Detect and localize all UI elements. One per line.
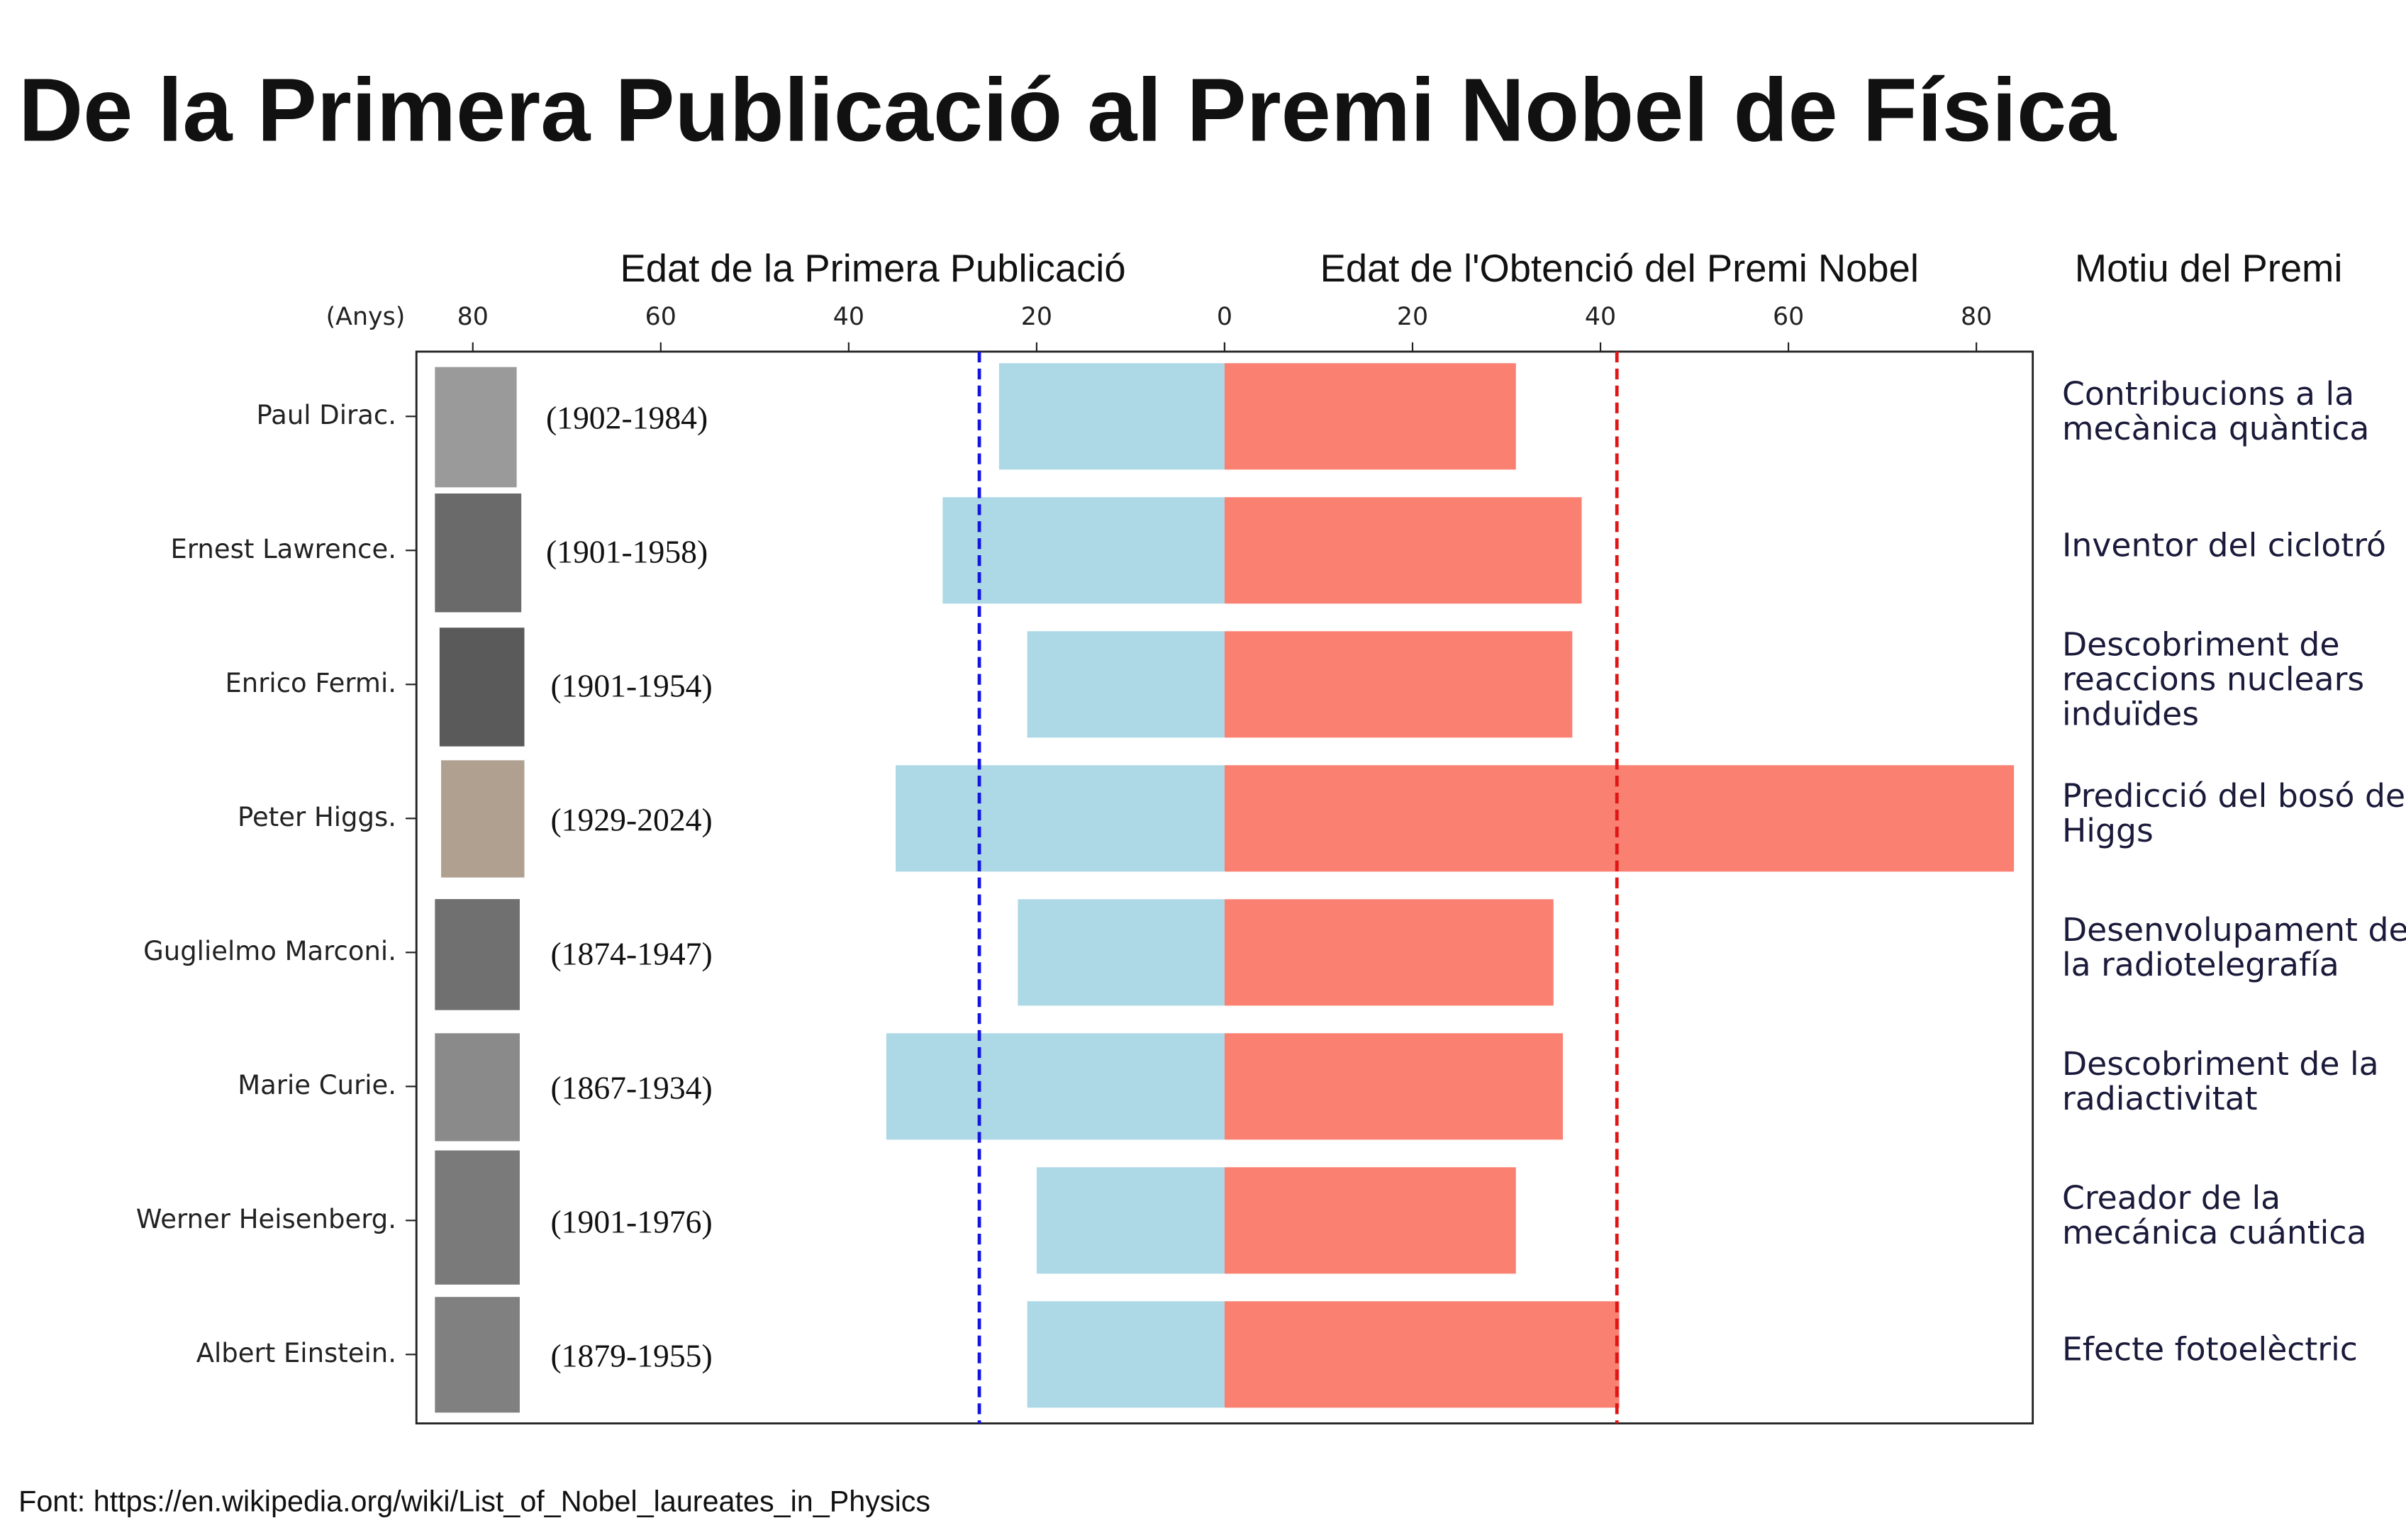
reason: Creador de la <box>2062 1179 2280 1217</box>
bar <box>998 363 1225 470</box>
axis-title: Edat de la Primera Publicació <box>620 247 1126 290</box>
category-label: Peter Higgs. <box>238 802 396 832</box>
reason: Inventor del ciclotró <box>2062 526 2386 564</box>
lifespan: (1929-2024) <box>550 801 712 837</box>
category-label: Albert Einstein. <box>196 1338 396 1368</box>
photos <box>435 367 525 1413</box>
bar <box>1224 497 1582 604</box>
bar <box>1036 1167 1225 1274</box>
x-tick-label: 80 <box>457 303 489 331</box>
lifespan: (1874-1947) <box>550 935 712 971</box>
reason: mecànica quàntica <box>2062 410 2369 447</box>
unit-label: (Anys) <box>326 303 406 331</box>
reason: Desenvolupament de <box>2062 911 2406 949</box>
lifespan: (1901-1958) <box>546 533 708 569</box>
photo <box>435 899 520 1010</box>
photo <box>435 1297 520 1413</box>
bar <box>1224 899 1554 1006</box>
category-label: Marie Curie. <box>238 1070 396 1100</box>
lifespan: (1902-1984) <box>546 399 708 435</box>
x-tick-label: 40 <box>1585 303 1616 331</box>
bar <box>1224 363 1516 470</box>
lifespan: (1867-1934) <box>550 1069 712 1105</box>
x-tick-label: 80 <box>1961 303 1992 331</box>
bar <box>1224 1167 1516 1274</box>
category-label: Paul Dirac. <box>257 400 396 430</box>
photo <box>435 367 517 488</box>
reason: reaccions nuclears <box>2062 660 2364 698</box>
bar <box>886 1033 1225 1140</box>
x-tick-label: 40 <box>833 303 864 331</box>
bar <box>1224 1301 1620 1408</box>
x-tick-label: 60 <box>645 303 676 331</box>
bar <box>1224 631 1573 738</box>
reason: Predicció del bosó de <box>2062 777 2405 815</box>
reason: Descobriment de <box>2062 626 2340 664</box>
bar <box>1027 631 1225 738</box>
reason: Efecte fotoelèctric <box>2062 1330 2358 1368</box>
category-label: Enrico Fermi. <box>225 668 396 698</box>
axis-title: Edat de l'Obtenció del Premi Nobel <box>1320 247 1919 290</box>
reason: induïdes <box>2062 695 2199 732</box>
x-tick-label: 20 <box>1397 303 1428 331</box>
chart-title: De la Primera Publicació al Premi Nobel … <box>18 60 2117 160</box>
x-tick-label: 60 <box>1773 303 1804 331</box>
category-label: Ernest Lawrence. <box>171 534 396 564</box>
reason: Contribucions a la <box>2062 375 2354 413</box>
bar <box>942 497 1225 604</box>
photo <box>435 1150 520 1285</box>
lifespan: (1879-1955) <box>550 1337 712 1373</box>
source: Font: https://en.wikipedia.org/wiki/List… <box>18 1485 930 1518</box>
reason: Higgs <box>2062 812 2154 849</box>
reason: la radiotelegrafía <box>2062 946 2339 983</box>
bar <box>896 765 1225 872</box>
photo <box>439 627 525 747</box>
x-tick-label: 0 <box>1217 303 1232 331</box>
bar <box>1018 899 1225 1006</box>
photo <box>435 1033 520 1142</box>
photo <box>435 493 522 613</box>
category-label: Werner Heisenberg. <box>136 1204 396 1234</box>
bar <box>1224 1033 1564 1140</box>
lifespan: (1901-1954) <box>550 667 712 703</box>
bar <box>1224 765 2015 872</box>
x-tick-label: 20 <box>1021 303 1052 331</box>
lifespan: (1901-1976) <box>550 1203 712 1239</box>
reason-header: Motiu del Premi <box>2075 247 2343 290</box>
reason: Descobriment de la <box>2062 1045 2379 1083</box>
reason: radiactivitat <box>2062 1080 2258 1117</box>
bar <box>1027 1301 1225 1408</box>
reason: mecánica cuántica <box>2062 1214 2366 1251</box>
category-label: Guglielmo Marconi. <box>143 936 396 966</box>
photo <box>441 760 525 878</box>
